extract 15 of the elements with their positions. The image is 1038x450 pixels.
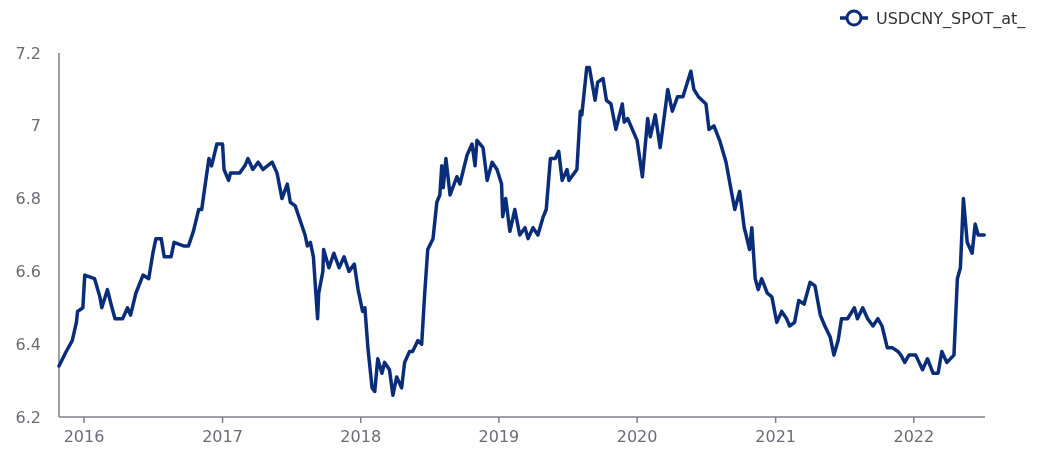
y-tick-label: 6.2 <box>15 407 41 427</box>
x-tick-label: 2020 <box>616 427 658 446</box>
x-tick-label: 2016 <box>63 427 105 446</box>
y-tick-label: 6.6 <box>15 262 41 281</box>
x-tick-label: 2017 <box>202 427 243 446</box>
line-series <box>57 65 986 397</box>
y-tick-label: 7 <box>30 116 41 136</box>
x-tick-label: 2022 <box>893 427 935 446</box>
x-tick-label: 2018 <box>340 427 382 446</box>
y-tick-label: 7.2 <box>15 43 41 63</box>
y-tick-label: 6.8 <box>15 189 41 209</box>
y-tick-label: 6.4 <box>15 334 41 354</box>
x-tick-label: 2021 <box>755 427 797 446</box>
legend-label: USDCNY_SPOT_at_ <box>876 8 1027 29</box>
x-tick-label: 2019 <box>478 427 520 446</box>
